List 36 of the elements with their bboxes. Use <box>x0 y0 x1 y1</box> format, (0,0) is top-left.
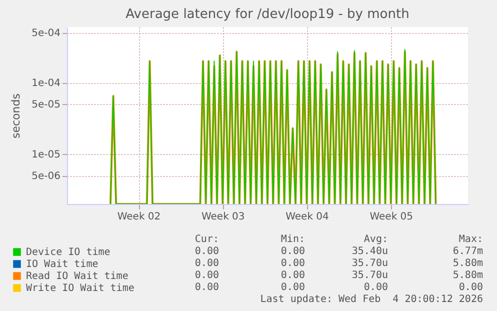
y-tick-label: 5e-06 <box>32 171 60 182</box>
text: 0.00 <box>458 282 483 294</box>
text: Min: <box>280 234 305 246</box>
text: 35.40u <box>352 246 388 258</box>
text: Avg: <box>364 234 388 246</box>
text: 0.00 <box>194 270 219 282</box>
y-tick-label: 1e-04 <box>32 78 60 90</box>
y-axis-title: seconds <box>10 93 23 138</box>
text: Last update: Wed Feb 4 20:00:12 2026 <box>260 294 483 306</box>
text: 5.80m <box>452 258 483 270</box>
text: 0.00 <box>194 282 219 294</box>
text: Cur: <box>194 234 219 246</box>
text: 0.00 <box>280 270 305 282</box>
x-tick-label: Week 05 <box>370 212 414 222</box>
text: 0.00 <box>364 282 388 294</box>
text: 5.80m <box>452 270 483 282</box>
x-tick-label: Week 04 <box>286 212 329 222</box>
text: 0.00 <box>280 258 305 270</box>
text: 0.00 <box>194 246 219 258</box>
legend-label: IO Wait time <box>26 259 98 270</box>
text: 35.70u <box>352 258 388 270</box>
text: 0.00 <box>280 246 305 258</box>
y-tick-label: 1e-05 <box>32 150 60 161</box>
text: 0.00 <box>280 282 305 294</box>
text: 35.70u <box>352 270 388 282</box>
text: 6.77m <box>452 246 483 258</box>
legend-label: Write IO Wait time <box>26 283 134 294</box>
text: Max: <box>458 234 483 246</box>
x-tick-label: Week 03 <box>201 212 245 222</box>
text: 0.00 <box>194 258 219 270</box>
y-tick-label: 5e-04 <box>32 28 60 40</box>
chart-title: Average latency for /dev/loop19 - by month <box>126 7 410 22</box>
legend-label: Device IO time <box>26 247 110 258</box>
legend-label: Read IO Wait time <box>26 271 128 282</box>
x-tick-label: Week 02 <box>117 212 161 222</box>
y-tick-label: 5e-05 <box>32 100 60 111</box>
